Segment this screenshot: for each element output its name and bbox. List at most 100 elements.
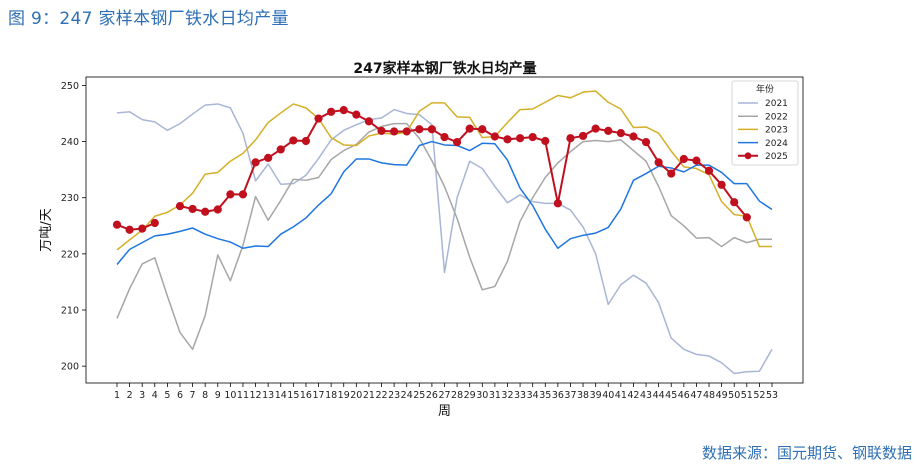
data-point-2025: [541, 136, 550, 146]
data-point-2025: [704, 166, 714, 175]
x-tick-label: 24: [401, 390, 413, 401]
x-tick-label: 42: [627, 390, 639, 401]
x-tick-label: 2: [127, 390, 133, 401]
x-tick-label: 26: [426, 390, 438, 401]
series-line-2021: [116, 103, 773, 375]
data-point-2025: [112, 220, 122, 229]
y-axis-title: 万吨/天: [39, 208, 54, 251]
x-tick-label: 35: [539, 390, 551, 401]
data-point-2025: [251, 158, 260, 167]
x-tick-label: 6: [177, 390, 183, 401]
x-tick-label: 46: [678, 390, 690, 401]
x-tick-label: 44: [653, 390, 665, 401]
x-tick-label: 50: [728, 390, 740, 401]
x-tick-label: 29: [464, 390, 476, 401]
plot-frame: [85, 76, 804, 384]
y-tick-label: 240: [61, 137, 79, 148]
x-tick-label: 27: [438, 390, 450, 401]
legend-label: 2024: [765, 139, 788, 149]
data-point-2025: [465, 124, 474, 133]
x-tick-label: 45: [665, 390, 677, 401]
x-tick-label: 21: [363, 390, 375, 401]
x-tick-label: 52: [753, 390, 765, 401]
legend-entry-2022: 2022: [738, 112, 788, 122]
x-axis-title: 周: [438, 404, 451, 419]
legend-label: 2023: [765, 126, 788, 136]
x-tick-label: 9: [215, 390, 221, 401]
legend: 年份 2021 2022 2023 2024 2025: [731, 80, 799, 166]
source-note: 数据来源：国元期货、钢联数据: [701, 444, 912, 462]
data-point-2025: [327, 107, 336, 116]
x-tick-label: 19: [338, 390, 350, 401]
data-point-2025: [478, 125, 487, 134]
x-tick-label: 15: [287, 390, 299, 401]
data-point-2025: [264, 153, 273, 162]
data-point-2025: [528, 132, 537, 142]
chart-title: 247家样本钢厂铁水日均产量: [353, 60, 536, 77]
data-point-2025: [352, 110, 361, 119]
x-tick-label: 3: [139, 390, 145, 401]
series-2024: [116, 140, 773, 266]
series-2022: [116, 122, 772, 351]
series-line-2025: [116, 109, 748, 231]
legend-entry-2025: 2025: [738, 152, 788, 162]
data-point-2025: [415, 125, 424, 134]
x-tick-label: 31: [489, 390, 501, 401]
data-point-2025: [604, 126, 613, 136]
legend-label: 2022: [765, 112, 788, 122]
data-point-2025: [238, 190, 248, 199]
data-point-2025: [629, 132, 638, 141]
legend-label: 2025: [765, 152, 788, 162]
figure-caption: 图 9：247 家样本钢厂铁水日均产量: [8, 9, 289, 29]
data-point-2025: [515, 134, 525, 143]
x-tick-label: 36: [552, 390, 564, 401]
y-tick-label: 210: [61, 306, 79, 317]
data-point-2025: [402, 127, 411, 136]
x-tick-label: 22: [375, 390, 387, 401]
data-point-2025: [125, 225, 134, 234]
data-point-2025: [364, 117, 374, 126]
x-tick-label: 23: [388, 390, 400, 401]
x-tick-label: 48: [703, 390, 715, 401]
data-point-2025: [339, 106, 348, 115]
data-point-2025: [692, 156, 701, 165]
data-point-2025: [591, 124, 600, 133]
x-tick-label: 25: [413, 390, 425, 401]
legend-entry-2024: 2024: [738, 139, 788, 149]
data-point-2025: [742, 213, 751, 222]
x-tick-label: 18: [325, 390, 337, 401]
x-tick-label: 53: [766, 390, 778, 401]
data-point-2025: [654, 158, 663, 167]
x-tick-label: 41: [615, 390, 627, 401]
x-tick-label: 38: [577, 390, 589, 401]
series-2021: [116, 103, 773, 375]
data-point-2025: [226, 190, 235, 199]
x-tick-label: 30: [476, 390, 488, 401]
data-point-2025: [452, 138, 462, 147]
x-tick-label: 49: [716, 390, 728, 401]
y-tick-label: 250: [61, 81, 79, 92]
data-point-2025: [314, 114, 323, 123]
data-point-2025: [578, 131, 588, 141]
data-point-2025: [730, 198, 739, 207]
x-tick-label: 37: [564, 390, 576, 401]
data-point-2025: [616, 129, 625, 138]
x-tick-label: 8: [202, 390, 208, 401]
x-tick-label: 33: [514, 390, 526, 401]
x-tick-label: 13: [262, 390, 274, 401]
data-point-2025: [641, 138, 651, 147]
data-point-2025: [503, 135, 512, 144]
series-2023: [116, 90, 772, 251]
series-2025: [112, 106, 751, 234]
x-tick-label: 11: [237, 390, 249, 401]
x-tick-label: 40: [602, 390, 614, 401]
data-point-2025: [289, 136, 298, 145]
x-tick-label: 28: [451, 390, 463, 401]
x-tick-label: 4: [152, 390, 158, 401]
legend-marker: [744, 152, 752, 160]
x-tick-label: 20: [350, 390, 362, 401]
x-tick-label: 51: [741, 390, 753, 401]
legend-label: 2021: [765, 99, 788, 109]
x-tick-label: 47: [690, 390, 702, 401]
